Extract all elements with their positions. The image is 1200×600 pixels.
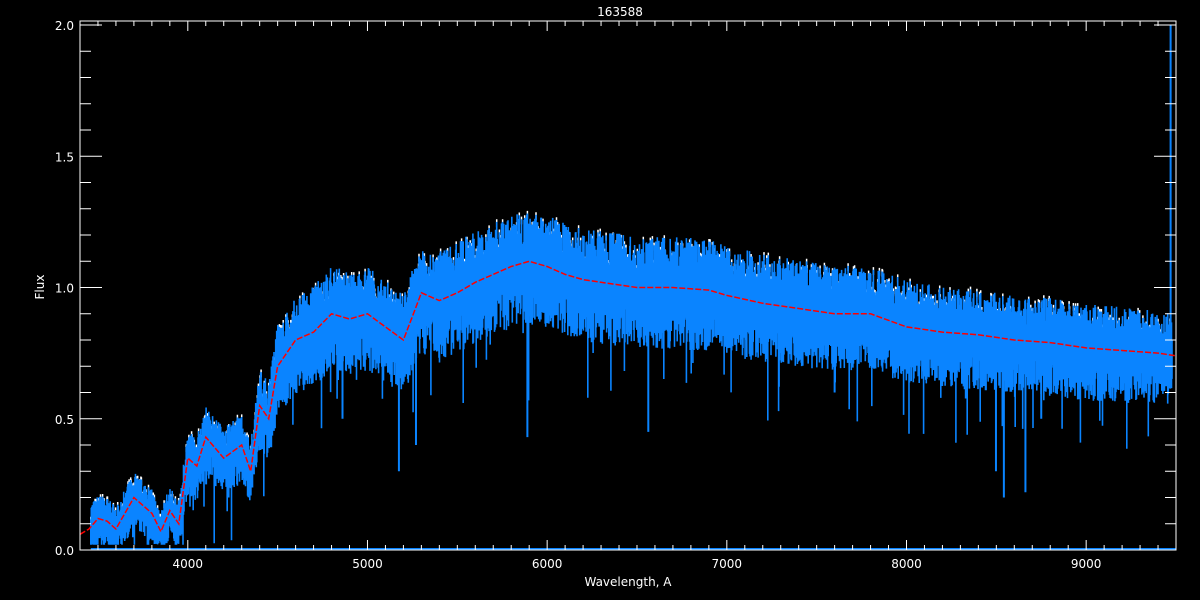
y-tick-label: 1.5 (55, 150, 74, 164)
plot-frame (79, 20, 1177, 551)
x-tick-label: 8000 (891, 557, 922, 571)
x-tick-label: 6000 (532, 557, 563, 571)
chart-title: 163588 (597, 5, 643, 19)
y-tick-label: 0.0 (55, 544, 74, 558)
model-curve (79, 260, 1177, 535)
x-tick-label: 9000 (1071, 557, 1102, 571)
observed-spectrum (90, 213, 1173, 545)
x-tick-label: 7000 (712, 557, 743, 571)
x-tick-label: 5000 (352, 557, 383, 571)
y-tick-label: 0.5 (55, 413, 74, 427)
y-tick-label: 2.0 (55, 19, 74, 33)
axes (79, 20, 1177, 551)
plot-traces (79, 25, 1177, 550)
y-tick-label: 1.0 (55, 282, 74, 296)
x-axis-label: Wavelength, A (584, 575, 672, 589)
y-axis-label: Flux (33, 275, 47, 300)
x-tick-label: 4000 (173, 557, 204, 571)
